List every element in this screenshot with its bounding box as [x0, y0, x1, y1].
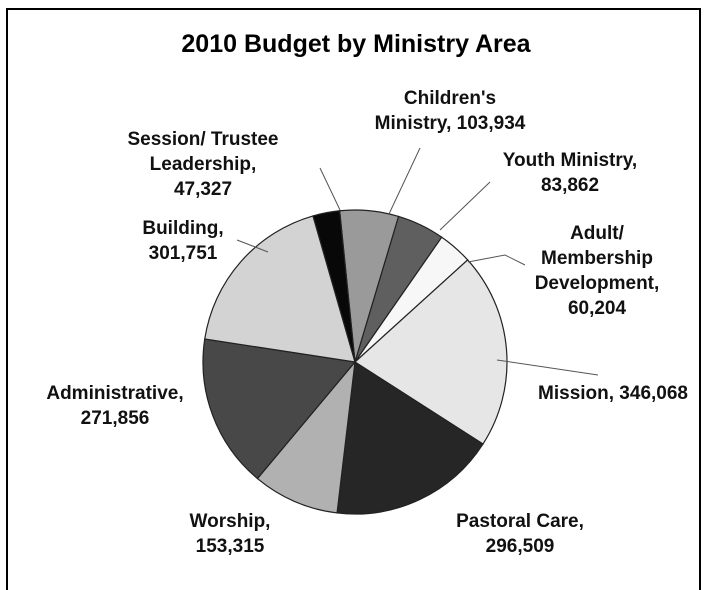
leader-line-7: [236, 239, 269, 253]
slice-label-5: Worship, 153,315: [190, 511, 271, 557]
pie-slice-4: [336, 360, 484, 515]
slice-label-6: Administrative, 271,856: [46, 383, 183, 429]
leader-line-1: [439, 181, 491, 231]
slice-label-7: Building, 301,751: [142, 218, 223, 264]
slice-label-2: Adult/Membership Development, 60,204: [535, 223, 660, 319]
slice-label-3: Mission, 346,068: [538, 383, 688, 404]
chart-frame: [6, 8, 701, 590]
leader-line-0: [388, 147, 421, 215]
slice-labels: Children's Ministry, 103,934 Youth Ministr…: [46, 88, 688, 557]
leader-lines: [236, 147, 599, 376]
slice-label-1: Youth Ministry, 83,862: [503, 150, 637, 196]
leader-line-8: [319, 167, 341, 211]
leader-line-3: [496, 359, 599, 376]
chart-title: 2010 Budget by Ministry Area: [181, 30, 531, 58]
pie-slice-7: [204, 215, 356, 363]
pie-slice-5: [256, 360, 356, 514]
slice-label-8: Session/ Trustee Leadership, 47,327: [127, 129, 278, 200]
pie-slice-8: [312, 210, 356, 363]
slice-label-0: Children's Ministry, 103,934: [375, 88, 526, 134]
pie-slices: [202, 209, 508, 515]
pie-slice-3: [354, 259, 508, 445]
leader-line-2: [467, 254, 526, 266]
slice-label-4: Pastoral Care, 296,509: [456, 511, 584, 557]
pie-slice-6: [202, 338, 357, 480]
